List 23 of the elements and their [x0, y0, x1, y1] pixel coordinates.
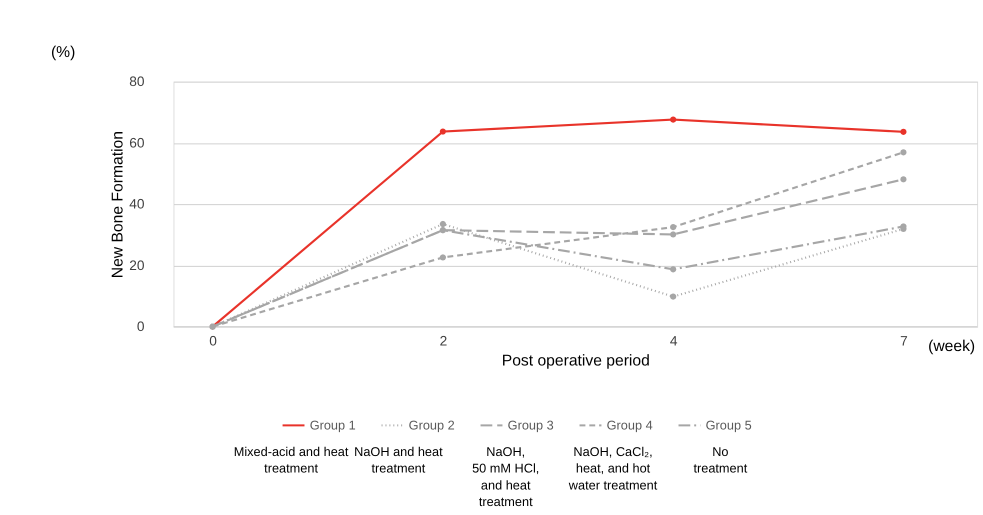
text: NaOH, 50 mM HCl, and heat treatment — [472, 444, 540, 509]
x-tick-label: 2 — [440, 334, 448, 349]
text: (%) — [50, 44, 76, 62]
legend-label: Group 4 — [606, 417, 653, 432]
x-axis-title: Post operative period — [502, 352, 650, 370]
x-tick-label: 4 — [670, 334, 678, 349]
legend-label: Group 2 — [408, 417, 455, 432]
y-axis-title: New Bone Formation — [109, 131, 126, 278]
text: NaOH and heat treatment — [354, 444, 444, 476]
text: (week) — [928, 338, 976, 356]
y-tick-label: 40 — [129, 196, 145, 212]
legend-label: Group 3 — [508, 417, 554, 432]
y-tick-label: 80 — [129, 74, 145, 90]
y-tick-label: 0 — [136, 319, 145, 334]
y-tick-label: 60 — [129, 135, 145, 150]
x-tick-label: 7 — [900, 334, 908, 349]
text: NaOH, CaCl₂, heat, and hot water treatment — [568, 444, 658, 492]
x-tick-label: 0 — [209, 334, 218, 349]
y-tick-label: 20 — [129, 258, 145, 273]
legend-label: Group 5 — [706, 417, 752, 432]
text: No treatment — [693, 444, 748, 476]
legend-label: Group 1 — [310, 417, 356, 432]
text: Mixed-acid and heat treatment — [234, 444, 349, 476]
